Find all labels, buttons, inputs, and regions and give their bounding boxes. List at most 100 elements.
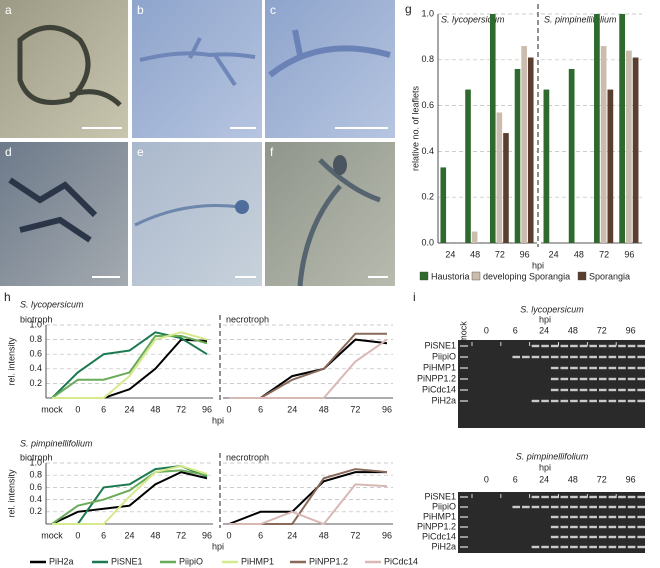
panel-label: f: [270, 145, 274, 159]
panel-label: g: [405, 2, 412, 16]
x-tick-label: 48: [319, 404, 329, 414]
row-label: PiH2a: [431, 541, 456, 551]
band: [522, 505, 530, 509]
band: [598, 535, 607, 539]
bar: [619, 14, 626, 243]
lane-label: 0: [484, 474, 489, 484]
line: [51, 334, 208, 399]
line: [228, 471, 387, 525]
band: [598, 545, 607, 549]
band: [579, 515, 588, 519]
ladder-band: [460, 526, 468, 528]
band: [608, 366, 617, 370]
band: [598, 366, 607, 370]
row-label: PiCdc14: [422, 384, 456, 394]
line: [229, 483, 388, 526]
row-label: PiipiO: [432, 351, 456, 361]
x-axis-title: hpi: [212, 541, 224, 551]
x-tick-label: 72: [176, 530, 186, 540]
band: [550, 399, 559, 403]
band: [570, 399, 578, 403]
band: [627, 344, 636, 348]
x-tick-label: 6: [101, 404, 106, 414]
photo-c: [265, 0, 395, 138]
bar: [465, 89, 471, 243]
band: [560, 535, 569, 539]
legend-swatch: [577, 271, 587, 281]
lane-label: 6: [513, 325, 518, 335]
line: [52, 465, 208, 525]
row-label: PiH2a: [431, 395, 456, 405]
band: [618, 399, 626, 403]
band: [512, 505, 521, 509]
band: [598, 515, 607, 519]
x-tick-label: 48: [574, 249, 584, 259]
band: [608, 344, 617, 348]
band: [618, 515, 626, 519]
band: [512, 355, 521, 359]
band: [550, 535, 559, 539]
y-tick-label: 0.8: [29, 334, 42, 344]
row-label: PiSNE1: [424, 491, 456, 501]
band: [589, 399, 597, 403]
lane-label: 48: [568, 325, 578, 335]
row-label: PiHMP1: [423, 362, 456, 372]
band: [608, 505, 617, 509]
chart-title: S. pimpinellifolium: [20, 438, 93, 448]
band: [589, 515, 597, 519]
band: [637, 388, 645, 392]
y-tick-label: 1.0: [29, 457, 42, 467]
band: [627, 355, 636, 359]
legend-label: developing Sporangia: [483, 271, 570, 281]
band: [598, 355, 607, 359]
x-axis-title: hpi: [532, 260, 544, 270]
panel-label: c: [270, 3, 276, 17]
band: [598, 399, 607, 403]
band: [570, 495, 578, 499]
hypha: [297, 158, 381, 287]
x-tick-label: 24: [287, 530, 297, 540]
x-tick-label: 72: [350, 530, 360, 540]
band: [598, 505, 607, 509]
legend-label: PiNPP1.2: [309, 556, 348, 566]
y-tick-label: 0.2: [29, 378, 42, 388]
x-tick-label: 0: [75, 404, 80, 414]
x-tick-label: 96: [382, 404, 392, 414]
gel: [458, 340, 645, 428]
bar: [632, 57, 639, 244]
x-tick-label: 24: [124, 404, 134, 414]
band: [589, 495, 597, 499]
bar: [527, 57, 534, 244]
x-tick-label: 96: [202, 404, 212, 414]
x-tick-label: 72: [350, 404, 360, 414]
y-axis-title: relative no. of leaflets: [410, 85, 420, 171]
band: [637, 399, 645, 403]
y-tick-label: 0.2: [29, 506, 42, 516]
row-label: PiSNE1: [424, 340, 456, 350]
y-tick-label: 1.0: [29, 319, 42, 329]
band: [570, 377, 578, 381]
lane-label: 96: [626, 474, 636, 484]
bar: [594, 14, 600, 243]
band: [637, 535, 645, 539]
band: [560, 399, 569, 403]
photo-d: [0, 142, 128, 286]
ladder-band: [460, 536, 468, 538]
band: [608, 399, 617, 403]
x-tick-label: 96: [520, 249, 530, 259]
line: [51, 471, 208, 525]
bar: [607, 89, 614, 243]
band: [550, 545, 559, 549]
bar: [489, 14, 496, 243]
panel-label: i: [413, 290, 416, 304]
lane-label: 96: [626, 325, 636, 335]
band: [627, 525, 636, 529]
band: [608, 355, 617, 359]
panel-label: d: [5, 145, 12, 159]
band: [550, 366, 559, 370]
band: [608, 377, 617, 381]
y-tick-label: 0.6: [29, 482, 42, 492]
x-tick-label: 48: [470, 249, 480, 259]
hypha: [17, 25, 122, 107]
x-tick-label: 0: [226, 530, 231, 540]
